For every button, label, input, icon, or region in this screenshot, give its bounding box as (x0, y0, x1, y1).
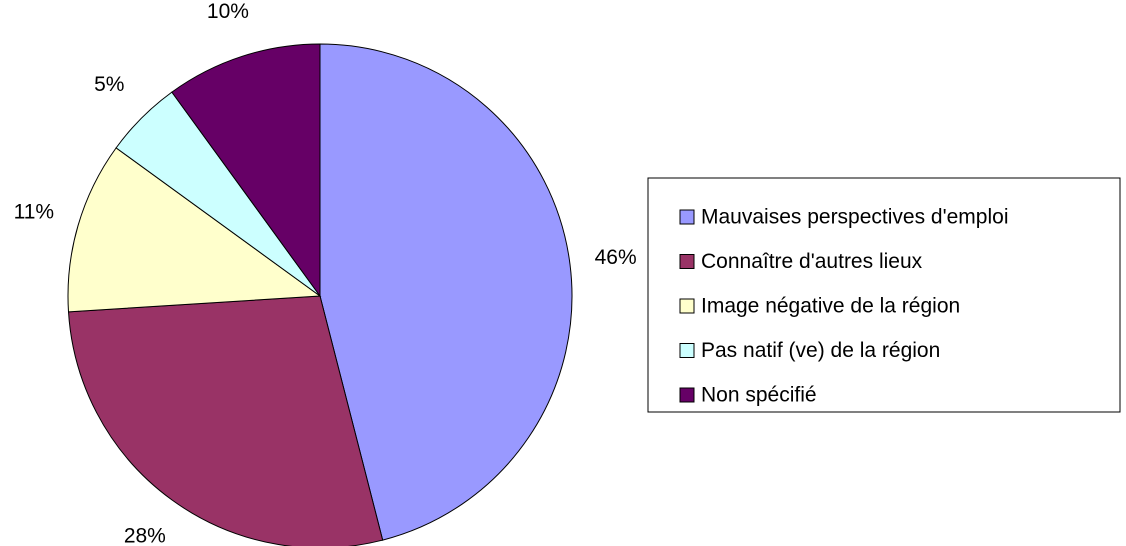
legend-swatch (679, 209, 695, 225)
legend-swatch (679, 343, 695, 358)
pie-slice (171, 43, 321, 298)
pie-slice (319, 43, 573, 541)
data-label: 28% (124, 525, 166, 546)
legend-box (647, 177, 1121, 413)
legend-label: Pas natif (ve) de la région (701, 339, 940, 362)
data-label: 5% (94, 73, 124, 96)
legend-swatch (679, 387, 695, 403)
pie-slice (67, 147, 322, 313)
legend-label: Mauvaises perspectives d'emploi (701, 206, 1008, 229)
legend-swatch (679, 254, 695, 269)
legend-label: Image négative de la région (701, 295, 960, 318)
legend-label: Non spécifié (701, 384, 817, 407)
data-label: 46% (595, 246, 637, 269)
data-label: 11% (14, 200, 54, 223)
pie-slice (67, 295, 384, 546)
legend-swatch (679, 298, 695, 314)
legend-label: Connaître d'autres lieux (701, 250, 923, 273)
data-label: 10% (207, 0, 249, 23)
